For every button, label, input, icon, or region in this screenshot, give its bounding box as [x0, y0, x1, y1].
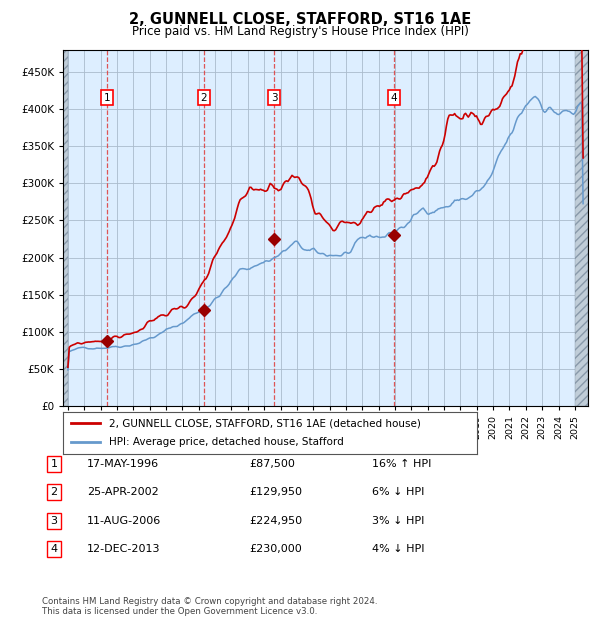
Text: HPI: Average price, detached house, Stafford: HPI: Average price, detached house, Staf…	[109, 438, 343, 448]
Text: £230,000: £230,000	[249, 544, 302, 554]
Text: 1: 1	[104, 93, 110, 103]
Text: 12-DEC-2013: 12-DEC-2013	[87, 544, 161, 554]
Text: 3% ↓ HPI: 3% ↓ HPI	[372, 516, 424, 526]
Text: £87,500: £87,500	[249, 459, 295, 469]
Text: 4: 4	[50, 544, 58, 554]
Text: 6% ↓ HPI: 6% ↓ HPI	[372, 487, 424, 497]
Text: This data is licensed under the Open Government Licence v3.0.: This data is licensed under the Open Gov…	[42, 607, 317, 616]
Text: Price paid vs. HM Land Registry's House Price Index (HPI): Price paid vs. HM Land Registry's House …	[131, 25, 469, 38]
Text: 4: 4	[391, 93, 398, 103]
Text: £129,950: £129,950	[249, 487, 302, 497]
Text: Contains HM Land Registry data © Crown copyright and database right 2024.: Contains HM Land Registry data © Crown c…	[42, 597, 377, 606]
Text: 3: 3	[50, 516, 58, 526]
Bar	[63, 50, 68, 406]
Bar	[575, 50, 588, 406]
Text: 17-MAY-1996: 17-MAY-1996	[87, 459, 159, 469]
Text: 3: 3	[271, 93, 277, 103]
Text: 2: 2	[200, 93, 207, 103]
Text: 16% ↑ HPI: 16% ↑ HPI	[372, 459, 431, 469]
Text: 25-APR-2002: 25-APR-2002	[87, 487, 159, 497]
Text: 2: 2	[50, 487, 58, 497]
Text: 11-AUG-2006: 11-AUG-2006	[87, 516, 161, 526]
Text: 1: 1	[50, 459, 58, 469]
Text: 4% ↓ HPI: 4% ↓ HPI	[372, 544, 425, 554]
Text: £224,950: £224,950	[249, 516, 302, 526]
Text: 2, GUNNELL CLOSE, STAFFORD, ST16 1AE (detached house): 2, GUNNELL CLOSE, STAFFORD, ST16 1AE (de…	[109, 418, 421, 428]
Text: 2, GUNNELL CLOSE, STAFFORD, ST16 1AE: 2, GUNNELL CLOSE, STAFFORD, ST16 1AE	[129, 12, 471, 27]
